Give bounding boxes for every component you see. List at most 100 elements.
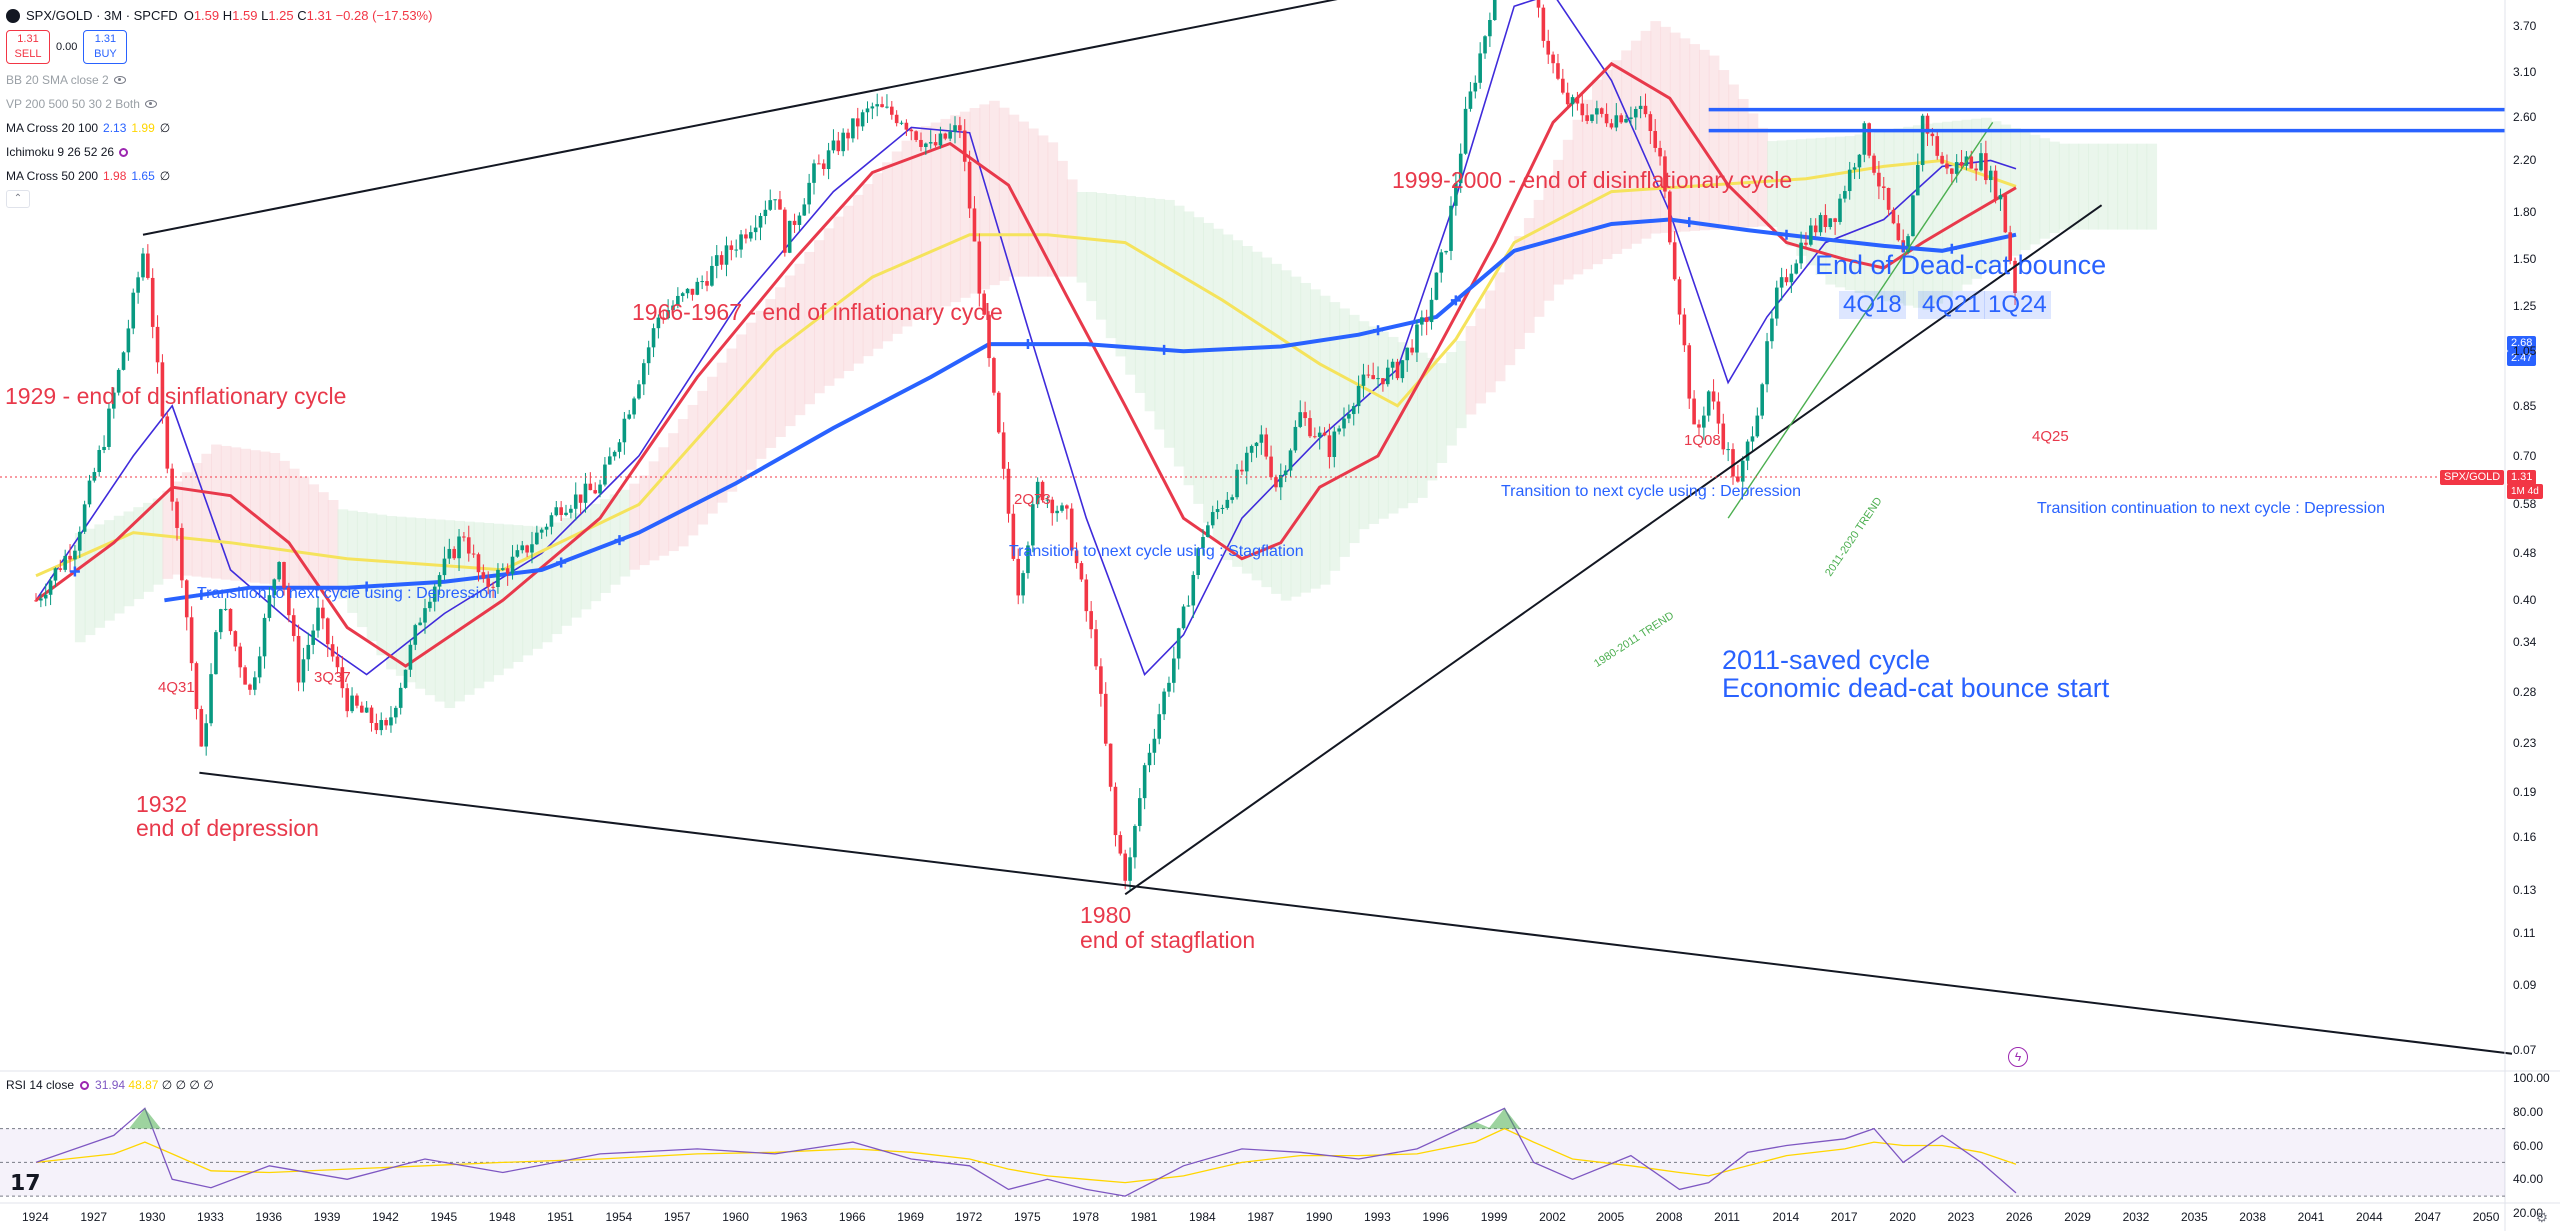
candle-body: [1881, 186, 1886, 188]
annotation-1932-year[interactable]: 1932: [136, 791, 188, 817]
candle-body: [744, 234, 748, 239]
candle-body: [1779, 277, 1784, 288]
candle-body: [1585, 115, 1589, 121]
candle-body: [170, 468, 174, 502]
sell-button[interactable]: 1.31 SELL: [6, 30, 50, 64]
candle-body: [442, 558, 447, 576]
ichimoku-cloud-segment: [2136, 143, 2148, 230]
candle-body: [1784, 277, 1789, 283]
ichimoku-cloud-segment: [1786, 139, 1798, 247]
candle-body: [1624, 118, 1628, 123]
candle-body: [578, 494, 583, 503]
annotation-4q25[interactable]: 4Q25: [2032, 428, 2069, 445]
candle-body: [1731, 449, 1735, 477]
annotation-1932-text[interactable]: end of depression: [136, 815, 319, 841]
annotation-4q18[interactable]: 4Q18: [1839, 291, 1906, 319]
candle-body: [505, 568, 510, 574]
indicator-row[interactable]: Ichimoku 9 26 52 26: [6, 140, 432, 164]
candle-body: [603, 464, 607, 485]
price-axis-tick: 0.16: [2513, 829, 2537, 844]
candle-body: [1551, 54, 1555, 64]
eye-icon[interactable]: [144, 100, 157, 108]
annotation-transition-depression-2[interactable]: Transition to next cycle using : Depress…: [1501, 483, 1801, 500]
candle-body: [1235, 469, 1239, 498]
eye-icon[interactable]: [113, 76, 126, 84]
ichimoku-cloud-segment: [1193, 217, 1204, 504]
ichimoku-cloud-segment: [395, 516, 407, 676]
rsi-legend[interactable]: RSI 14 close 31.94 48.87 ∅ ∅ ∅ ∅: [6, 1078, 214, 1092]
candle-body: [165, 416, 170, 469]
candle-body: [34, 600, 38, 602]
annotation-deadcat[interactable]: End of Dead-cat bounce: [1815, 250, 2107, 280]
candle-body: [1862, 123, 1867, 155]
price-axis-tick: 1.25: [2513, 299, 2537, 314]
ichimoku-cloud-segment: [522, 525, 533, 656]
annotation-transition-continuation[interactable]: Transition continuation to next cycle : …: [2037, 500, 2386, 517]
ma-cross-marker: [1373, 325, 1384, 336]
settings-gear-icon[interactable]: ⚙: [2535, 1209, 2548, 1225]
time-axis-tick: 1987: [1247, 1210, 1275, 1224]
candle-body: [554, 507, 559, 516]
annotation-1q08[interactable]: 1Q08: [1684, 432, 1721, 449]
ichimoku-cloud-segment: [1864, 132, 1876, 296]
gear-icon[interactable]: [119, 147, 129, 157]
annotation-2011-saved[interactable]: 2011-saved cycle: [1722, 645, 1931, 675]
candle-body: [958, 125, 962, 131]
candle-body: [972, 208, 977, 242]
candle-body: [758, 216, 763, 228]
indicator-row[interactable]: MA Cross 50 200 1.98 1.65 ∅: [6, 164, 432, 188]
ichimoku-cloud-segment: [113, 515, 125, 614]
bolt-icon[interactable]: ϟ: [2008, 1047, 2028, 1067]
candle-body: [1079, 563, 1084, 580]
candle-body: [676, 295, 680, 306]
candle-body: [1546, 40, 1551, 55]
annotation-2q73[interactable]: 2Q73: [1014, 491, 1051, 508]
candle-body: [1458, 153, 1463, 184]
candle-body: [218, 609, 223, 633]
rsi-settings-icon[interactable]: [80, 1080, 90, 1090]
annotation-1q24[interactable]: 1Q24: [1984, 291, 2051, 319]
candle-body: [1954, 162, 1959, 174]
candle-body: [1317, 432, 1322, 437]
ichimoku-cloud-segment: [1251, 251, 1263, 581]
candle-body: [97, 449, 102, 473]
ichimoku-cloud-segment: [2058, 143, 2070, 230]
annotation-transition-depression-1[interactable]: Transition to next cycle using : Depress…: [197, 585, 497, 602]
symbol-row[interactable]: SPX/GOLD · 3M · SPCFD O1.59 H1.59 L1.25 …: [6, 4, 432, 28]
candle-body: [1069, 508, 1074, 551]
tradingview-logo-icon[interactable]: 𝟭𝟳: [10, 1170, 41, 1195]
annotation-transition-stagflation[interactable]: Transition to next cycle using : Stagfla…: [1009, 543, 1304, 560]
candle-body: [1570, 97, 1575, 105]
indicator-row[interactable]: MA Cross 20 100 2.13 1.99 ∅: [6, 116, 432, 140]
annotation-deadcat-start[interactable]: Economic dead-cat bounce start: [1722, 673, 2110, 703]
symbol-title[interactable]: SPX/GOLD · 3M · SPCFD: [26, 8, 178, 23]
candle-body: [194, 663, 199, 710]
candle-body: [1016, 558, 1021, 596]
annotation-3q37[interactable]: 3Q37: [314, 669, 351, 686]
candle-body: [1449, 205, 1453, 251]
annotation-4q31[interactable]: 4Q31: [158, 679, 195, 696]
annotation-1980-text[interactable]: end of stagflation: [1080, 927, 1256, 953]
annotation-1929[interactable]: 1929 - end of disinflationary cycle: [5, 383, 347, 409]
candle-body: [1614, 115, 1619, 128]
time-axis-tick: 1954: [605, 1210, 633, 1224]
collapse-legend-button[interactable]: ⌃: [6, 190, 30, 208]
candle-body: [1215, 509, 1220, 513]
ichimoku-cloud-segment: [541, 527, 553, 643]
time-axis-tick: 2014: [1772, 1210, 1800, 1224]
last-price-tag: 1.31: [2507, 470, 2537, 485]
level-high-tag: 2.68: [2507, 336, 2537, 351]
candle-body: [447, 548, 452, 559]
buy-button[interactable]: 1.31 BUY: [83, 30, 128, 64]
candle-body: [1488, 19, 1492, 37]
candle-body: [1760, 384, 1764, 416]
annotation-1966[interactable]: 1966-1967 - end of inflationary cycle: [632, 299, 1003, 325]
candle-body: [1293, 426, 1298, 451]
indicator-row[interactable]: BB 20 SMA close 2: [6, 68, 432, 92]
indicator-row[interactable]: VP 200 500 50 30 2 Both: [6, 92, 432, 116]
ichimoku-cloud-segment: [1319, 295, 1331, 585]
annotation-1999[interactable]: 1999-2000 - end of disinflationary cycle: [1392, 167, 1793, 193]
annotation-1980-year[interactable]: 1980: [1080, 902, 1132, 928]
annotation-4q21[interactable]: 4Q21: [1918, 291, 1985, 319]
